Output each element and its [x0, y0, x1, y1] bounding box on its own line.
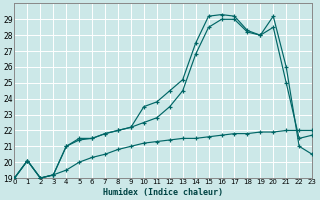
X-axis label: Humidex (Indice chaleur): Humidex (Indice chaleur) [103, 188, 223, 197]
